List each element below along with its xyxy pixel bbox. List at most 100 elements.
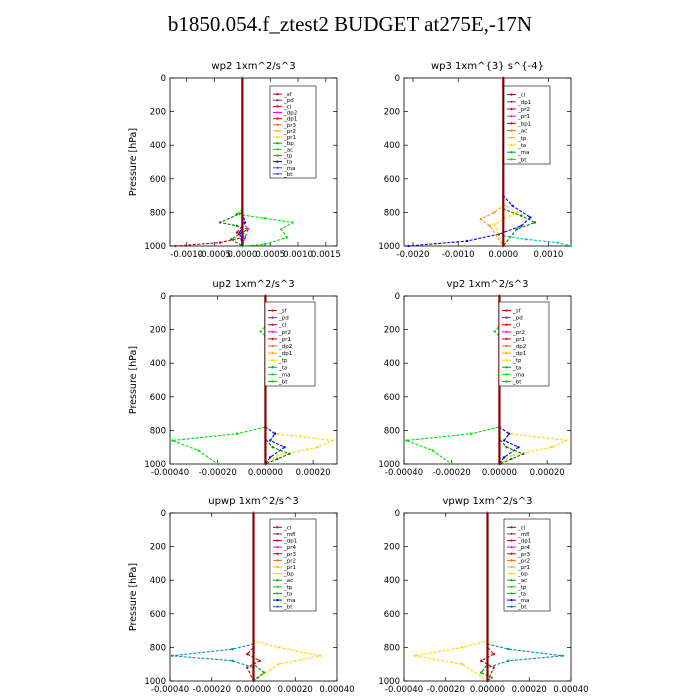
- series-point: [271, 446, 274, 449]
- legend-entry: _pr4: [283, 545, 297, 551]
- y-tick-label: 600: [150, 175, 166, 185]
- x-tick-label: 0.0010: [534, 250, 564, 260]
- series-point: [235, 224, 238, 228]
- legend-box: [264, 301, 316, 387]
- panel-3: up2 1xm^2/s^3 0 200 400 600 800 1000-0.00040 -0…: [128, 279, 338, 478]
- legend-marker: [271, 351, 274, 355]
- legend-entry: _ta: [283, 160, 292, 166]
- series-point: [461, 646, 464, 649]
- x-tick-label: -0.00020: [433, 468, 471, 478]
- panel-title: upwp 1xm^2/s^3: [208, 496, 298, 507]
- series-point: [488, 224, 491, 228]
- y-tick-label: 200: [384, 543, 400, 553]
- series-line-bp: [218, 78, 250, 247]
- series-point: [480, 659, 483, 663]
- legend-entry: _ma: [517, 598, 529, 604]
- series-point: [218, 221, 222, 224]
- series-point: [276, 454, 279, 457]
- series-point: [431, 449, 434, 452]
- y-tick-label: 600: [150, 610, 166, 620]
- legend-entry: _pr1: [283, 135, 296, 141]
- legend-entry: _dp2: [278, 344, 292, 350]
- y-tick-label: 800: [150, 208, 166, 218]
- legend-entry: _pr2: [283, 558, 296, 564]
- x-tick-label: -0.0010: [170, 250, 203, 260]
- legend-entry: _pr1: [517, 565, 530, 571]
- series-point: [561, 654, 564, 657]
- legend-entry: _pr2: [517, 107, 530, 113]
- series-point: [510, 457, 513, 461]
- legend-entry: _ta: [512, 365, 521, 371]
- legend-marker: [276, 172, 279, 176]
- y-tick-label: 800: [150, 643, 166, 653]
- legend-entry: _cl: [278, 323, 287, 329]
- legend-entry: _sf: [512, 309, 522, 315]
- legend-marker: [276, 92, 279, 96]
- x-tick-label: 0.0000: [488, 250, 518, 260]
- legend-marker: [510, 598, 513, 602]
- series-point: [517, 446, 520, 449]
- legend-marker: [510, 115, 513, 118]
- legend-marker: [276, 565, 279, 569]
- y-tick-label: 200: [150, 326, 166, 336]
- series-point: [285, 236, 289, 239]
- legend-entry: _pd: [283, 98, 294, 104]
- legend-marker: [510, 151, 513, 154]
- legend-entry: _pr3: [283, 552, 297, 558]
- x-tick-label: -0.00040: [385, 468, 423, 478]
- legend-entry: _pd: [512, 316, 523, 322]
- series-point: [469, 432, 472, 435]
- series-point: [277, 663, 280, 666]
- y-tick-label: 0: [395, 509, 400, 519]
- x-tick-label: 0.00020: [296, 468, 331, 478]
- panel-1: wp2 1xm^2/s^3 0 200 400 600 800 1000 -0.0010-0.…: [128, 61, 341, 260]
- series-line-dp1: [175, 78, 244, 247]
- x-tick-label: 0.0005: [255, 250, 285, 260]
- series-point: [269, 439, 272, 442]
- legend-entry: _ma: [278, 372, 290, 378]
- series-point: [461, 663, 464, 666]
- legend-marker: [510, 143, 513, 147]
- y-tick-label: 0: [395, 74, 400, 84]
- series-point: [465, 239, 469, 243]
- series-point: [291, 221, 294, 224]
- x-tick-label: -0.0005: [198, 250, 231, 260]
- x-tick-label: 0.00020: [512, 685, 547, 695]
- legend-entry: _bp: [283, 572, 294, 578]
- legend-marker: [276, 123, 279, 126]
- x-tick-label: 0.0000: [227, 250, 257, 260]
- series-point: [507, 432, 511, 435]
- series-point: [507, 647, 510, 651]
- legend-entry: _ma: [283, 598, 295, 604]
- legend-marker: [271, 323, 274, 326]
- legend-marker: [510, 546, 513, 549]
- series-point: [520, 224, 523, 228]
- legend-marker: [276, 572, 279, 575]
- y-tick-label: 800: [384, 643, 400, 653]
- legend-marker: [276, 129, 279, 133]
- legend-entry: _mfl: [517, 532, 530, 538]
- series-point: [231, 659, 234, 663]
- legend-entry: _pr1: [278, 337, 291, 343]
- legend-entry: _dp2: [283, 111, 297, 117]
- series-point: [493, 330, 496, 333]
- panel-title: vpwp 1xm^2/s^3: [442, 496, 532, 507]
- y-tick-label: 1000: [378, 677, 400, 687]
- legend-entry: _ta: [278, 365, 287, 371]
- x-tick-label: 0.0010: [283, 250, 313, 260]
- legend-marker: [510, 158, 513, 161]
- legend-entry: _ta: [517, 591, 526, 597]
- legend-entry: _pr1: [283, 565, 296, 571]
- legend-marker: [276, 559, 279, 562]
- series-point: [273, 432, 277, 435]
- legend-marker: [510, 559, 513, 562]
- series-point: [556, 241, 559, 244]
- series-point: [263, 217, 266, 220]
- series-point: [515, 228, 519, 231]
- legend-marker: [505, 366, 508, 369]
- x-tick-label: 0.0015: [311, 250, 341, 260]
- series-point: [258, 659, 261, 663]
- x-tick-label: -0.00040: [385, 685, 423, 695]
- legend-marker: [276, 592, 279, 595]
- legend-entry: _ma: [517, 150, 529, 156]
